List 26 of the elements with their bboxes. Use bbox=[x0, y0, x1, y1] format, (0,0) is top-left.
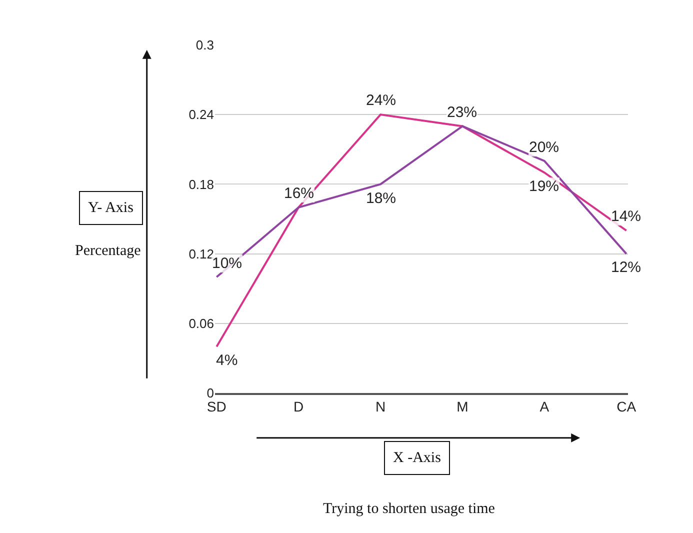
x-tick-label: A bbox=[540, 398, 550, 415]
y-tick-label: 0.18 bbox=[188, 176, 214, 192]
y-tick-label: 0 bbox=[206, 386, 214, 401]
data-label: 24% bbox=[366, 92, 396, 109]
x-tick-label: M bbox=[456, 398, 468, 415]
data-label: 18% bbox=[366, 190, 396, 207]
data-label: 20% bbox=[529, 139, 560, 156]
x-tick-label: N bbox=[375, 398, 386, 415]
text: Percentage bbox=[75, 243, 142, 259]
x-tick-label: CA bbox=[616, 398, 637, 415]
data-label: 12% bbox=[611, 259, 642, 276]
y-tick-label: 0.06 bbox=[188, 316, 214, 331]
y-tick-label: 0.3 bbox=[196, 38, 214, 53]
text: Trying to shorten usage time bbox=[323, 501, 496, 517]
data-label: 14% bbox=[611, 208, 642, 225]
y-tick-label: 0.24 bbox=[188, 107, 214, 122]
data-label: 19% bbox=[529, 178, 560, 195]
data-label: 4% bbox=[216, 352, 238, 369]
x-tick-label: SD bbox=[206, 398, 226, 415]
y-tick-label: 0.12 bbox=[188, 246, 214, 262]
data-label: 16% bbox=[284, 185, 314, 202]
data-label: 10% bbox=[212, 255, 242, 272]
data-label: 23% bbox=[447, 104, 478, 121]
text: Y- Axis bbox=[88, 200, 134, 216]
x-tick-label: D bbox=[294, 398, 304, 415]
text: X -Axis bbox=[393, 450, 442, 466]
